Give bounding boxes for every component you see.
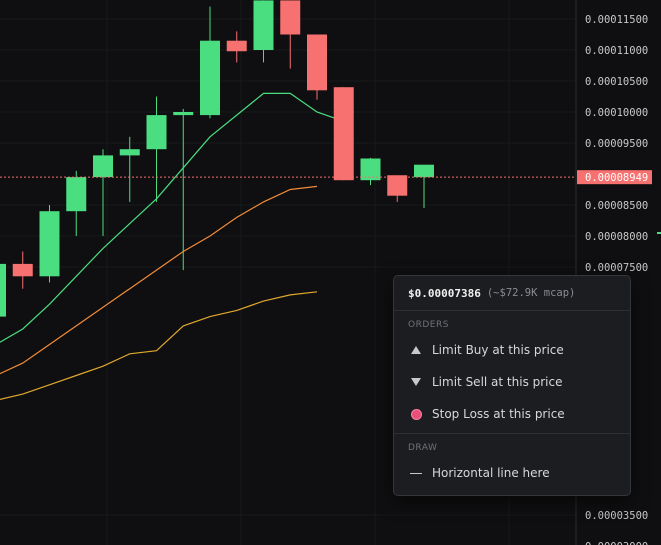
candle-body [333,87,354,181]
price-axis-label: 0.00010500 [585,76,648,88]
candle[interactable] [414,164,434,209]
context-menu-mcap: (~$72.9K mcap) [486,287,576,299]
candle[interactable] [200,6,220,119]
candle[interactable] [360,157,381,186]
candle-body [146,115,167,150]
current-price-tag: 0.00008949 [577,170,652,185]
candle-body [414,164,434,178]
candle-body [280,0,301,35]
context-menu-header: $0.00007386 (~$72.9K mcap) [394,276,630,311]
price-axis-label: 0.00008000 [585,231,648,243]
candle-body [66,177,87,212]
price-axis-label: 0.00008500 [585,200,648,212]
candle[interactable] [12,251,33,289]
limit-buy-label: Limit Buy at this price [432,343,564,357]
candle[interactable] [226,31,247,63]
candle-body [173,112,194,116]
price-axis-label: 0.00007500 [585,262,648,274]
limit-sell-label: Limit Sell at this price [432,375,563,389]
price-axis-label: 0.00003500 [585,510,648,522]
candle-body [200,40,220,116]
stop-loss-menu-item[interactable]: Stop Loss at this price [394,398,630,430]
current-price-label: 0.00008949 [585,172,648,184]
horizontal-line-icon [410,472,422,474]
candle[interactable] [333,87,354,181]
triangle-down-icon [410,378,422,386]
candle[interactable] [253,0,274,63]
candle-body [387,175,408,196]
candle-body [226,40,247,52]
candle-body [360,158,381,181]
candle[interactable] [307,34,327,100]
candle-body [39,211,60,277]
candle[interactable] [387,175,408,202]
price-axis-label: 0.00011000 [585,45,648,57]
candle[interactable] [280,0,301,69]
candle[interactable] [39,205,60,283]
candle[interactable] [0,242,6,347]
candle[interactable] [119,136,140,202]
ma-mid-line [0,185,318,375]
ma-slow-line [0,291,318,400]
price-axis-label: 0.00009500 [585,138,648,150]
candle-body [93,155,113,178]
candle-body [12,263,33,277]
orders-heading: ORDERS [408,320,449,330]
candle-body [253,0,274,50]
candle-body [119,149,140,156]
limit-buy-menu-item[interactable]: Limit Buy at this price [394,334,630,366]
candle[interactable] [66,170,87,236]
candle[interactable] [146,96,167,202]
draw-heading: DRAW [408,443,438,453]
candle[interactable] [93,149,113,236]
candle-body [307,34,327,91]
stop-loss-label: Stop Loss at this price [432,407,565,421]
chart-context-menu: $0.00007386 (~$72.9K mcap) ORDERS Limit … [393,275,631,496]
price-axis-label: 0.00003000 [585,541,648,545]
horizontal-line-label: Horizontal line here [432,466,550,480]
context-menu-price: $0.00007386 [408,286,481,300]
menu-divider [394,433,630,434]
limit-sell-menu-item[interactable]: Limit Sell at this price [394,366,630,398]
candle-body [0,263,6,317]
ma-fast-line [0,92,344,343]
price-axis-label: 0.00011500 [585,14,648,26]
candle[interactable] [173,108,194,271]
stop-dot-icon [410,408,422,420]
triangle-up-icon [410,346,422,354]
price-axis-label: 0.00010000 [585,107,648,119]
horizontal-line-menu-item[interactable]: Horizontal line here [394,457,630,489]
